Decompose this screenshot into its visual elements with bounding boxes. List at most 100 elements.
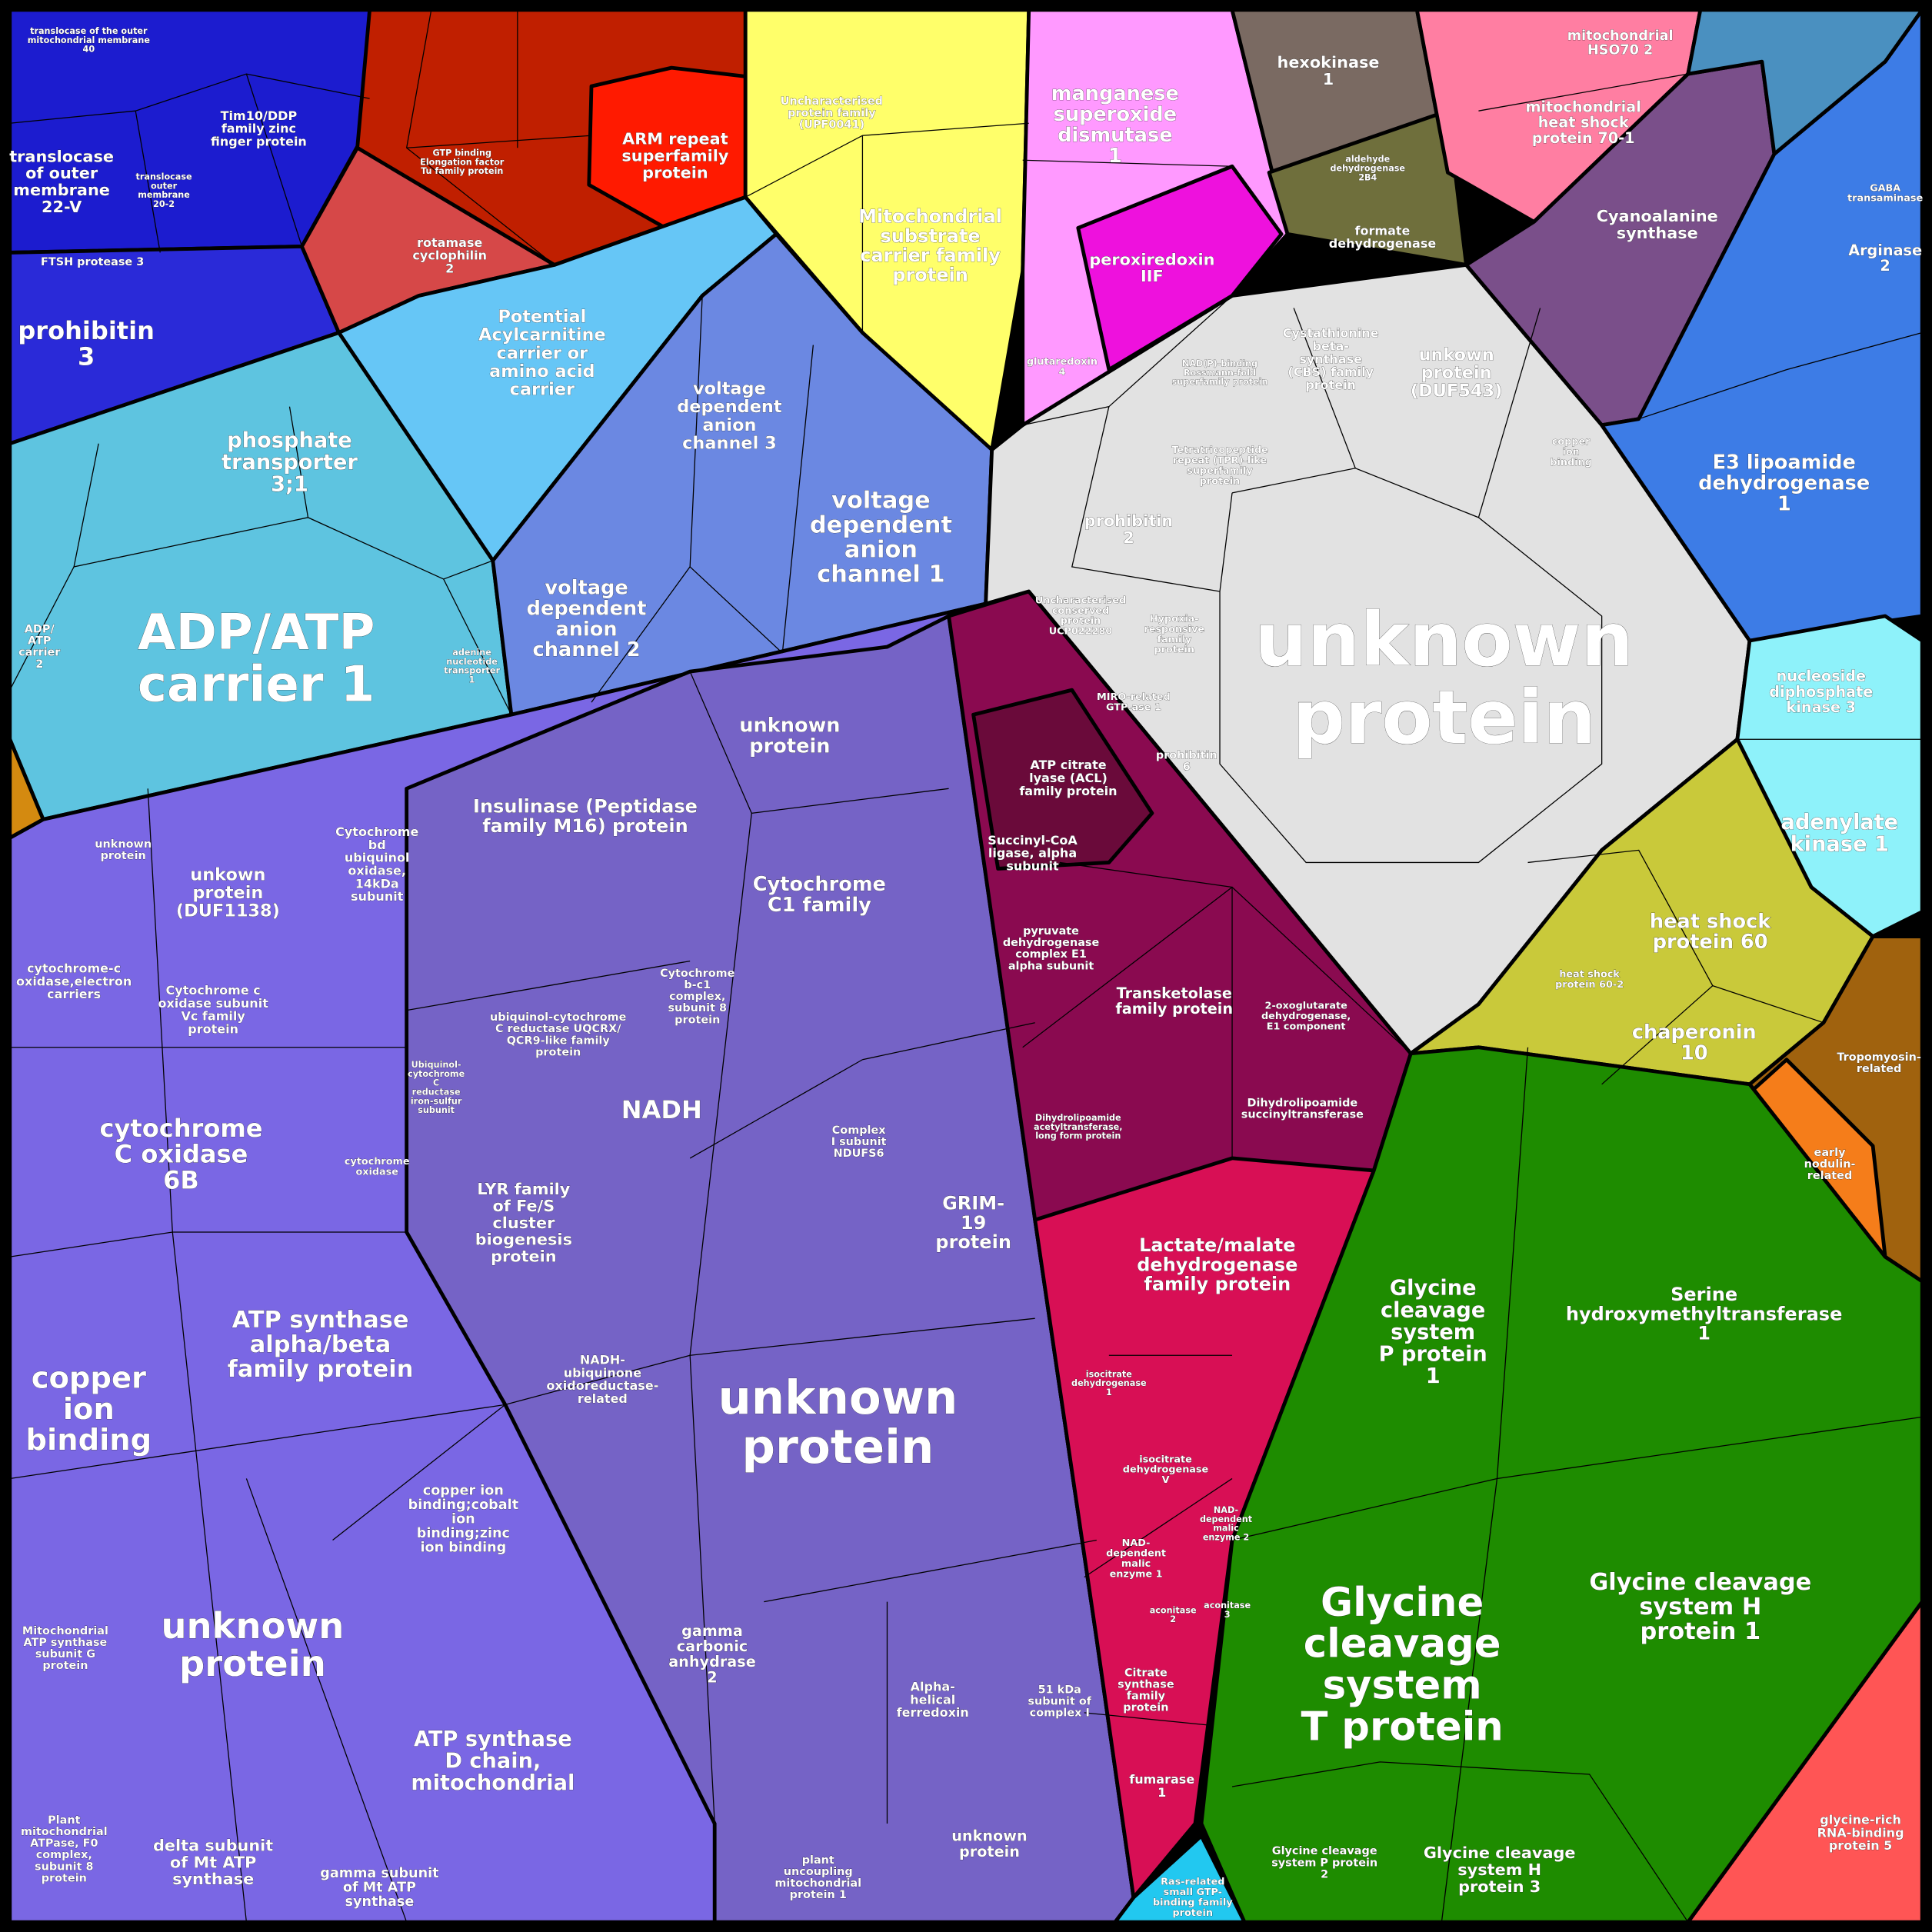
cell — [971, 688, 1154, 871]
cell-label: superfamily — [621, 146, 729, 165]
cell-label: ubiquinol — [345, 851, 410, 865]
cell-label: protein — [101, 850, 146, 862]
cell-label: Rossmann-fold — [1184, 368, 1256, 378]
cell — [8, 8, 372, 255]
cell-label: NAD(P)-binding — [1182, 359, 1257, 369]
cell-label: adenine — [452, 648, 491, 658]
cell-label: system — [1323, 1662, 1482, 1708]
cell-label: binding — [26, 1423, 152, 1457]
cell-label: heat shock — [1559, 968, 1620, 980]
cell-label: helical — [910, 1692, 955, 1707]
cell-label: repeat (TPR)-like — [1173, 455, 1267, 466]
cell-border — [1527, 849, 1714, 1085]
cell-label: gamma — [681, 1622, 743, 1640]
cell-label: mitochondrial — [1525, 98, 1641, 116]
cell-label: unknown — [718, 1371, 958, 1425]
cell-label: Glycine cleavage — [1272, 1845, 1377, 1857]
cell-label: family protein — [1115, 1000, 1233, 1018]
cell-label: aconitase — [1204, 1601, 1251, 1611]
cell-label: adenylate — [1781, 811, 1899, 834]
cell-label: (DUF1138) — [176, 901, 280, 921]
cell-label: dependent — [677, 397, 782, 417]
cell-label: GRIM- — [942, 1193, 1004, 1214]
cell-label: malic — [1121, 1558, 1151, 1570]
cell-label: dependent — [810, 512, 952, 539]
cell-label: carrier family — [860, 245, 1001, 266]
cell-label: unknown — [951, 1827, 1027, 1845]
cell-label: I subunit — [831, 1136, 887, 1148]
cell-border — [9, 1404, 505, 1480]
cell-label: reductase — [412, 1087, 461, 1097]
cell-label: related — [1857, 1063, 1902, 1075]
cell-label: beta- — [1312, 338, 1348, 353]
cell-label: E3 lipoamide — [1713, 451, 1856, 475]
cell-label: of Mt ATP — [170, 1853, 256, 1871]
cell-label: ARM repeat — [622, 130, 728, 148]
cell-label: Cytochrome — [335, 824, 418, 839]
cell-label: 2 — [445, 261, 454, 276]
cell-label: RNA-binding — [1817, 1825, 1904, 1840]
cell-border — [1441, 1478, 1498, 1923]
cell-label: Glycine — [1321, 1580, 1484, 1626]
cell-label: glutaredoxin — [1027, 356, 1098, 368]
cell-label: plant — [802, 1854, 834, 1867]
cell-label: Cytochrome — [753, 873, 886, 896]
cell-label: Tetratricopeptide — [1171, 445, 1268, 456]
cell-label: Complex — [832, 1124, 887, 1137]
cell-label: Mitochondrial — [22, 1625, 108, 1637]
cell-border — [288, 406, 309, 518]
cell-label: protein family — [788, 107, 876, 119]
cell-label: Tropomyosin- — [1837, 1051, 1921, 1064]
cell-label: glycine-rich — [1820, 1813, 1901, 1827]
cell — [8, 737, 45, 840]
cell-border — [73, 443, 99, 568]
cell-border — [1084, 1477, 1233, 1578]
cell-label: oxidase, — [348, 864, 406, 878]
cell-label: GTP-ase 1 — [1106, 701, 1161, 713]
cell-label: biogenesis — [475, 1231, 572, 1249]
cell-label: malic — [1213, 1524, 1239, 1534]
cell-label: 6 — [1183, 761, 1191, 774]
cell-label: ubiquinol-cytochrome — [490, 1011, 627, 1024]
cell-label: 2 — [1123, 528, 1134, 547]
cell-label: 40 — [83, 45, 95, 55]
cell-label: small GTP- — [1164, 1887, 1222, 1898]
cell-label: P protein — [1379, 1343, 1487, 1367]
cell-label: dehydrogenase — [1003, 937, 1100, 949]
cell-label: carrier or — [497, 343, 588, 363]
cell-label: protein — [675, 1014, 720, 1026]
cell-label: transporter — [222, 451, 358, 475]
cell-label: family — [1127, 1690, 1166, 1703]
cell-label: mitochondrial — [774, 1877, 861, 1890]
cell-label: protein — [192, 883, 263, 903]
cell-label: ion binding — [420, 1540, 506, 1555]
cell-label: voltage — [831, 488, 931, 515]
cell-label: membrane — [138, 190, 190, 200]
cell-label: phosphate — [227, 428, 351, 452]
cell-label: isocitrate — [1139, 1454, 1192, 1465]
cell-border — [406, 135, 592, 148]
cell-label: C oxidase — [115, 1140, 248, 1169]
cell-border — [1071, 406, 1221, 592]
cell-label: copper — [32, 1361, 146, 1395]
cell-border — [135, 111, 161, 253]
cell-border — [1478, 73, 1688, 112]
cell-label: protein — [1154, 645, 1194, 656]
cell-label: synthase — [345, 1894, 415, 1910]
cell-label: Citrate — [1124, 1667, 1168, 1679]
cell-label: nucleoside — [1777, 668, 1866, 685]
cell-label: copper ion — [423, 1483, 504, 1498]
cell-label: bd — [368, 838, 386, 852]
cell-label: 3 — [78, 341, 95, 371]
cell-label: protein 1 — [790, 1889, 847, 1901]
cell-border — [406, 960, 691, 1011]
cell-label: protein — [1172, 1907, 1213, 1919]
cell-label: Transketolase — [1117, 984, 1232, 1002]
cell-label: ADP/ — [25, 623, 55, 635]
cell-label: protein — [1200, 475, 1241, 487]
cell-label: unknown — [95, 838, 152, 851]
cell-label: Cystathionine — [1283, 326, 1379, 341]
cell-label: protein 1 — [1640, 1618, 1760, 1645]
cell-label: ion — [1562, 446, 1579, 458]
